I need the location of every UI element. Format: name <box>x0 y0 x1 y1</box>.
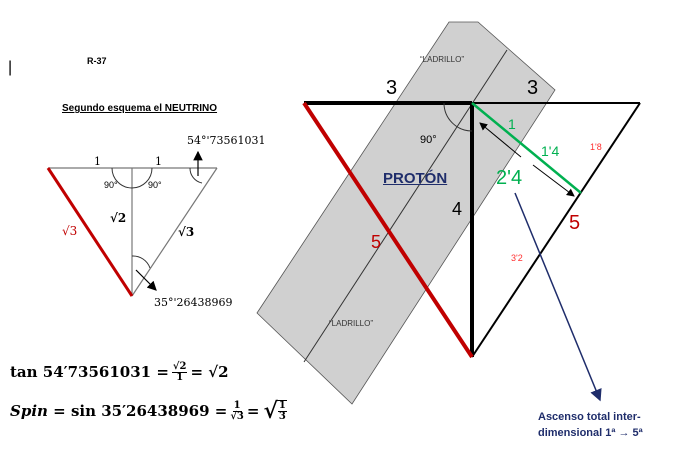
red-label-1-8: 1'8 <box>590 142 602 152</box>
tan-fraction: √2 1 <box>171 361 188 383</box>
text-cursor: | <box>8 59 13 76</box>
proton-label: PROTÓN <box>383 170 448 187</box>
brick-band <box>256 21 556 405</box>
neutrino-right-side-label: √3 <box>178 225 195 239</box>
red-label-3-2: 3'2 <box>511 253 523 263</box>
tan-numerator: √2 <box>171 361 188 373</box>
ascent-line-2: dimensional 1ª → 5ª <box>538 426 643 439</box>
green-label-1-4: 1'4 <box>541 143 560 159</box>
proton-top-right-label: 3 <box>527 77 539 99</box>
tan-lhs: tan 54′73561031 = <box>10 363 169 381</box>
spin-sin: = sin 35′26438969 = <box>47 401 228 420</box>
green-label-2-4: 2'4 <box>496 167 523 189</box>
proton-top-left-label: 3 <box>386 77 398 99</box>
brick-label-top: “LADRILLO” <box>420 55 465 64</box>
tan-rhs: = √2 <box>190 363 229 381</box>
neutrino-side-left-top: 1 <box>94 155 101 168</box>
spin-root-numerator: 1 <box>277 400 287 412</box>
ascent-caption: Ascenso total inter- dimensional 1ª → 5ª <box>538 410 643 442</box>
neutrino-title: Segundo esquema el NEUTRINO <box>62 103 218 114</box>
page-code: R-37 <box>87 56 107 66</box>
neutrino-left-side-label: √3 <box>62 224 78 238</box>
spin-label: Spin <box>10 401 48 420</box>
spin-fraction: 1 √3 <box>230 399 244 422</box>
spin-denominator: √3 <box>230 410 244 422</box>
spin-root-denominator: 3 <box>278 411 286 422</box>
neutrino-triangle <box>46 150 218 297</box>
proton-hypotenuse-label: 5 <box>371 232 382 252</box>
neutrino-angle-left: 90° <box>104 180 118 190</box>
tan-denominator: 1 <box>176 372 184 383</box>
sqrt-sign: √ <box>263 398 278 424</box>
neutrino-vertical-label: √2 <box>110 211 127 225</box>
proton-angle-label: 90° <box>420 134 437 146</box>
proton-vertical-label: 4 <box>452 199 463 219</box>
proton-right-side-label: 5 <box>569 212 581 234</box>
neutrino-angle-right: 90° <box>148 180 162 190</box>
spin-numerator: 1 <box>232 399 242 412</box>
ascent-line-1: Ascenso total inter- <box>538 411 641 423</box>
neutrino-angle-bottom: 35°'26438969 <box>154 296 233 309</box>
spin-equals: = <box>246 401 260 420</box>
spin-formula: Spin = sin 35′26438969 = 1 √3 = √ 1 3 <box>10 400 290 422</box>
green-label-1: 1 <box>508 116 516 132</box>
brick-label-bottom: “LADRILLO” <box>329 319 374 328</box>
proton-triangle <box>302 101 641 402</box>
neutrino-side-right-top: 1 <box>155 155 162 168</box>
tan-formula: tan 54′73561031 = √2 1 = √2 <box>10 362 229 383</box>
neutrino-angle-top: 54°'73561031 <box>187 134 266 147</box>
